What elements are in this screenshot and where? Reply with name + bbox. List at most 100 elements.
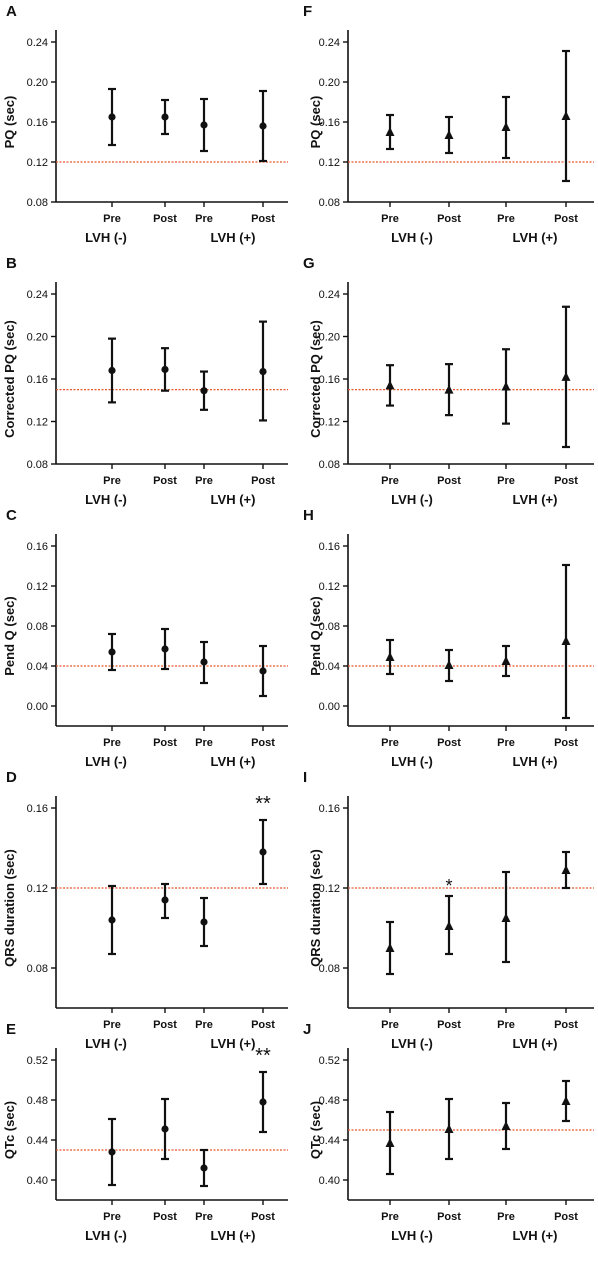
- data-point-circle: [259, 122, 267, 130]
- data-point-triangle: [385, 1138, 395, 1147]
- x-tick-label: Post: [554, 475, 578, 487]
- panel-d: D QRS duration (sec) 0.08 0.12 0.16 Pre Post Pr…: [2, 769, 288, 1051]
- data-point-circle: [108, 648, 116, 656]
- x-tick-label: Pre: [497, 1019, 515, 1031]
- y-tick-label: 0.40: [27, 1175, 48, 1187]
- data-point-circle: [259, 367, 267, 376]
- x-tick-label: Post: [554, 213, 578, 225]
- group-label: LVH (-): [85, 492, 127, 507]
- y-tick-label: 0.16: [319, 803, 340, 815]
- y-tick-label: 0.12: [319, 581, 340, 593]
- data-point-circle: [200, 658, 208, 666]
- y-tick-label: 0.44: [319, 1135, 340, 1147]
- data-point-triangle: [385, 380, 395, 390]
- group-label: LVH (-): [391, 754, 433, 769]
- x-tick-label: Post: [251, 213, 275, 225]
- y-axis-label: QRS duration (sec): [2, 849, 17, 967]
- panel-a: A PQ (sec) 0.08 0.12 0.16 0.20 0.24 Pre Post Pre P…: [2, 3, 288, 245]
- y-axis-label: PQ (sec): [2, 96, 17, 149]
- data-point-triangle: [501, 122, 511, 131]
- group-label: LVH (+): [211, 230, 256, 245]
- group-label: LVH (-): [391, 1228, 433, 1243]
- data-point-triangle: [501, 381, 511, 391]
- x-tick-label: Pre: [381, 737, 399, 749]
- group-label: LVH (+): [211, 1036, 256, 1051]
- panel-letter: A: [6, 3, 17, 20]
- y-tick-label: 0.08: [319, 621, 340, 633]
- y-tick-label: 0.16: [27, 374, 48, 386]
- y-tick-label: 0.48: [27, 1095, 48, 1107]
- y-tick-label: 0.12: [27, 417, 48, 429]
- group-label: LVH (+): [211, 754, 256, 769]
- x-tick-label: Post: [437, 1211, 461, 1223]
- x-tick-label: Pre: [497, 737, 515, 749]
- x-tick-label: Post: [153, 213, 177, 225]
- data-point-circle: [259, 667, 267, 675]
- data-point-circle: [200, 918, 208, 926]
- panel-f: F PQ (sec) 0.08 0.12 0.16 0.20 0.24 Pre Post Pre P…: [303, 3, 594, 245]
- x-tick-label: Pre: [381, 475, 399, 487]
- data-point-circle: [200, 1164, 208, 1172]
- y-axis-label: QTc (sec): [2, 1101, 17, 1159]
- y-tick-label: 0.16: [27, 541, 48, 553]
- x-tick-label: Post: [153, 1019, 177, 1031]
- y-axis-label: Pend Q (sec): [308, 596, 323, 675]
- x-tick-label: Pre: [103, 213, 121, 225]
- y-tick-label: 0.24: [319, 289, 340, 301]
- data-point-circle: [161, 365, 169, 374]
- x-tick-label: Pre: [195, 213, 213, 225]
- data-point-triangle: [561, 636, 571, 645]
- group-label: LVH (+): [513, 492, 558, 507]
- y-axis-label: Corrected PQ (sec): [2, 320, 17, 438]
- panel-h: H Pend Q (sec) 0.00 0.04 0.08 0.12 0.16 Pre Post…: [303, 507, 594, 769]
- y-tick-label: 0.40: [319, 1175, 340, 1187]
- data-point-circle: [259, 848, 267, 856]
- data-point-circle: [161, 1125, 169, 1133]
- x-tick-label: Post: [251, 737, 275, 749]
- y-tick-label: 0.20: [27, 77, 48, 89]
- y-axis-label: Corrected PQ (sec): [308, 320, 323, 438]
- panel-letter: D: [6, 769, 17, 786]
- data-point-triangle: [444, 660, 454, 669]
- group-label: LVH (-): [391, 492, 433, 507]
- y-tick-label: 0.08: [27, 459, 48, 471]
- panel-letter: H: [303, 507, 314, 524]
- group-label: LVH (-): [85, 1228, 127, 1243]
- data-point-triangle: [385, 127, 395, 136]
- x-tick-label: Post: [437, 1019, 461, 1031]
- x-tick-label: Post: [554, 1019, 578, 1031]
- x-tick-label: Pre: [381, 213, 399, 225]
- data-point-triangle: [444, 130, 454, 139]
- panel-j: J QTc (sec) 0.40 0.44 0.48 0.52 Pre Post Pre Post…: [303, 1021, 594, 1243]
- x-tick-label: Post: [153, 475, 177, 487]
- x-tick-label: Pre: [103, 475, 121, 487]
- y-tick-label: 0.08: [319, 459, 340, 471]
- data-point-circle: [108, 916, 116, 924]
- data-point-triangle: [561, 371, 571, 381]
- data-point-circle: [200, 387, 208, 395]
- data-point-circle: [161, 896, 169, 904]
- data-point-circle: [259, 1098, 267, 1106]
- x-tick-label: Post: [153, 1211, 177, 1223]
- group-label: LVH (-): [391, 230, 433, 245]
- y-tick-label: 0.16: [319, 117, 340, 129]
- y-axis-label: QRS duration (sec): [308, 849, 323, 967]
- y-axis-label: Pend Q (sec): [2, 596, 17, 675]
- group-label: LVH (-): [391, 1036, 433, 1051]
- y-tick-label: 0.24: [319, 37, 340, 49]
- y-tick-label: 0.04: [319, 661, 340, 673]
- panel-letter: C: [6, 507, 17, 524]
- x-tick-label: Post: [437, 737, 461, 749]
- data-point-circle: [108, 1148, 116, 1156]
- y-tick-label: 0.20: [319, 332, 340, 344]
- x-tick-label: Post: [251, 1019, 275, 1031]
- x-tick-label: Pre: [195, 475, 213, 487]
- x-tick-label: Pre: [497, 475, 515, 487]
- x-tick-label: Pre: [103, 1019, 121, 1031]
- significance-marker: **: [255, 1045, 271, 1067]
- panel-letter: B: [6, 255, 17, 272]
- x-tick-label: Pre: [195, 1211, 213, 1223]
- significance-marker: **: [255, 793, 271, 815]
- y-tick-label: 0.52: [27, 1055, 48, 1067]
- x-tick-label: Post: [437, 213, 461, 225]
